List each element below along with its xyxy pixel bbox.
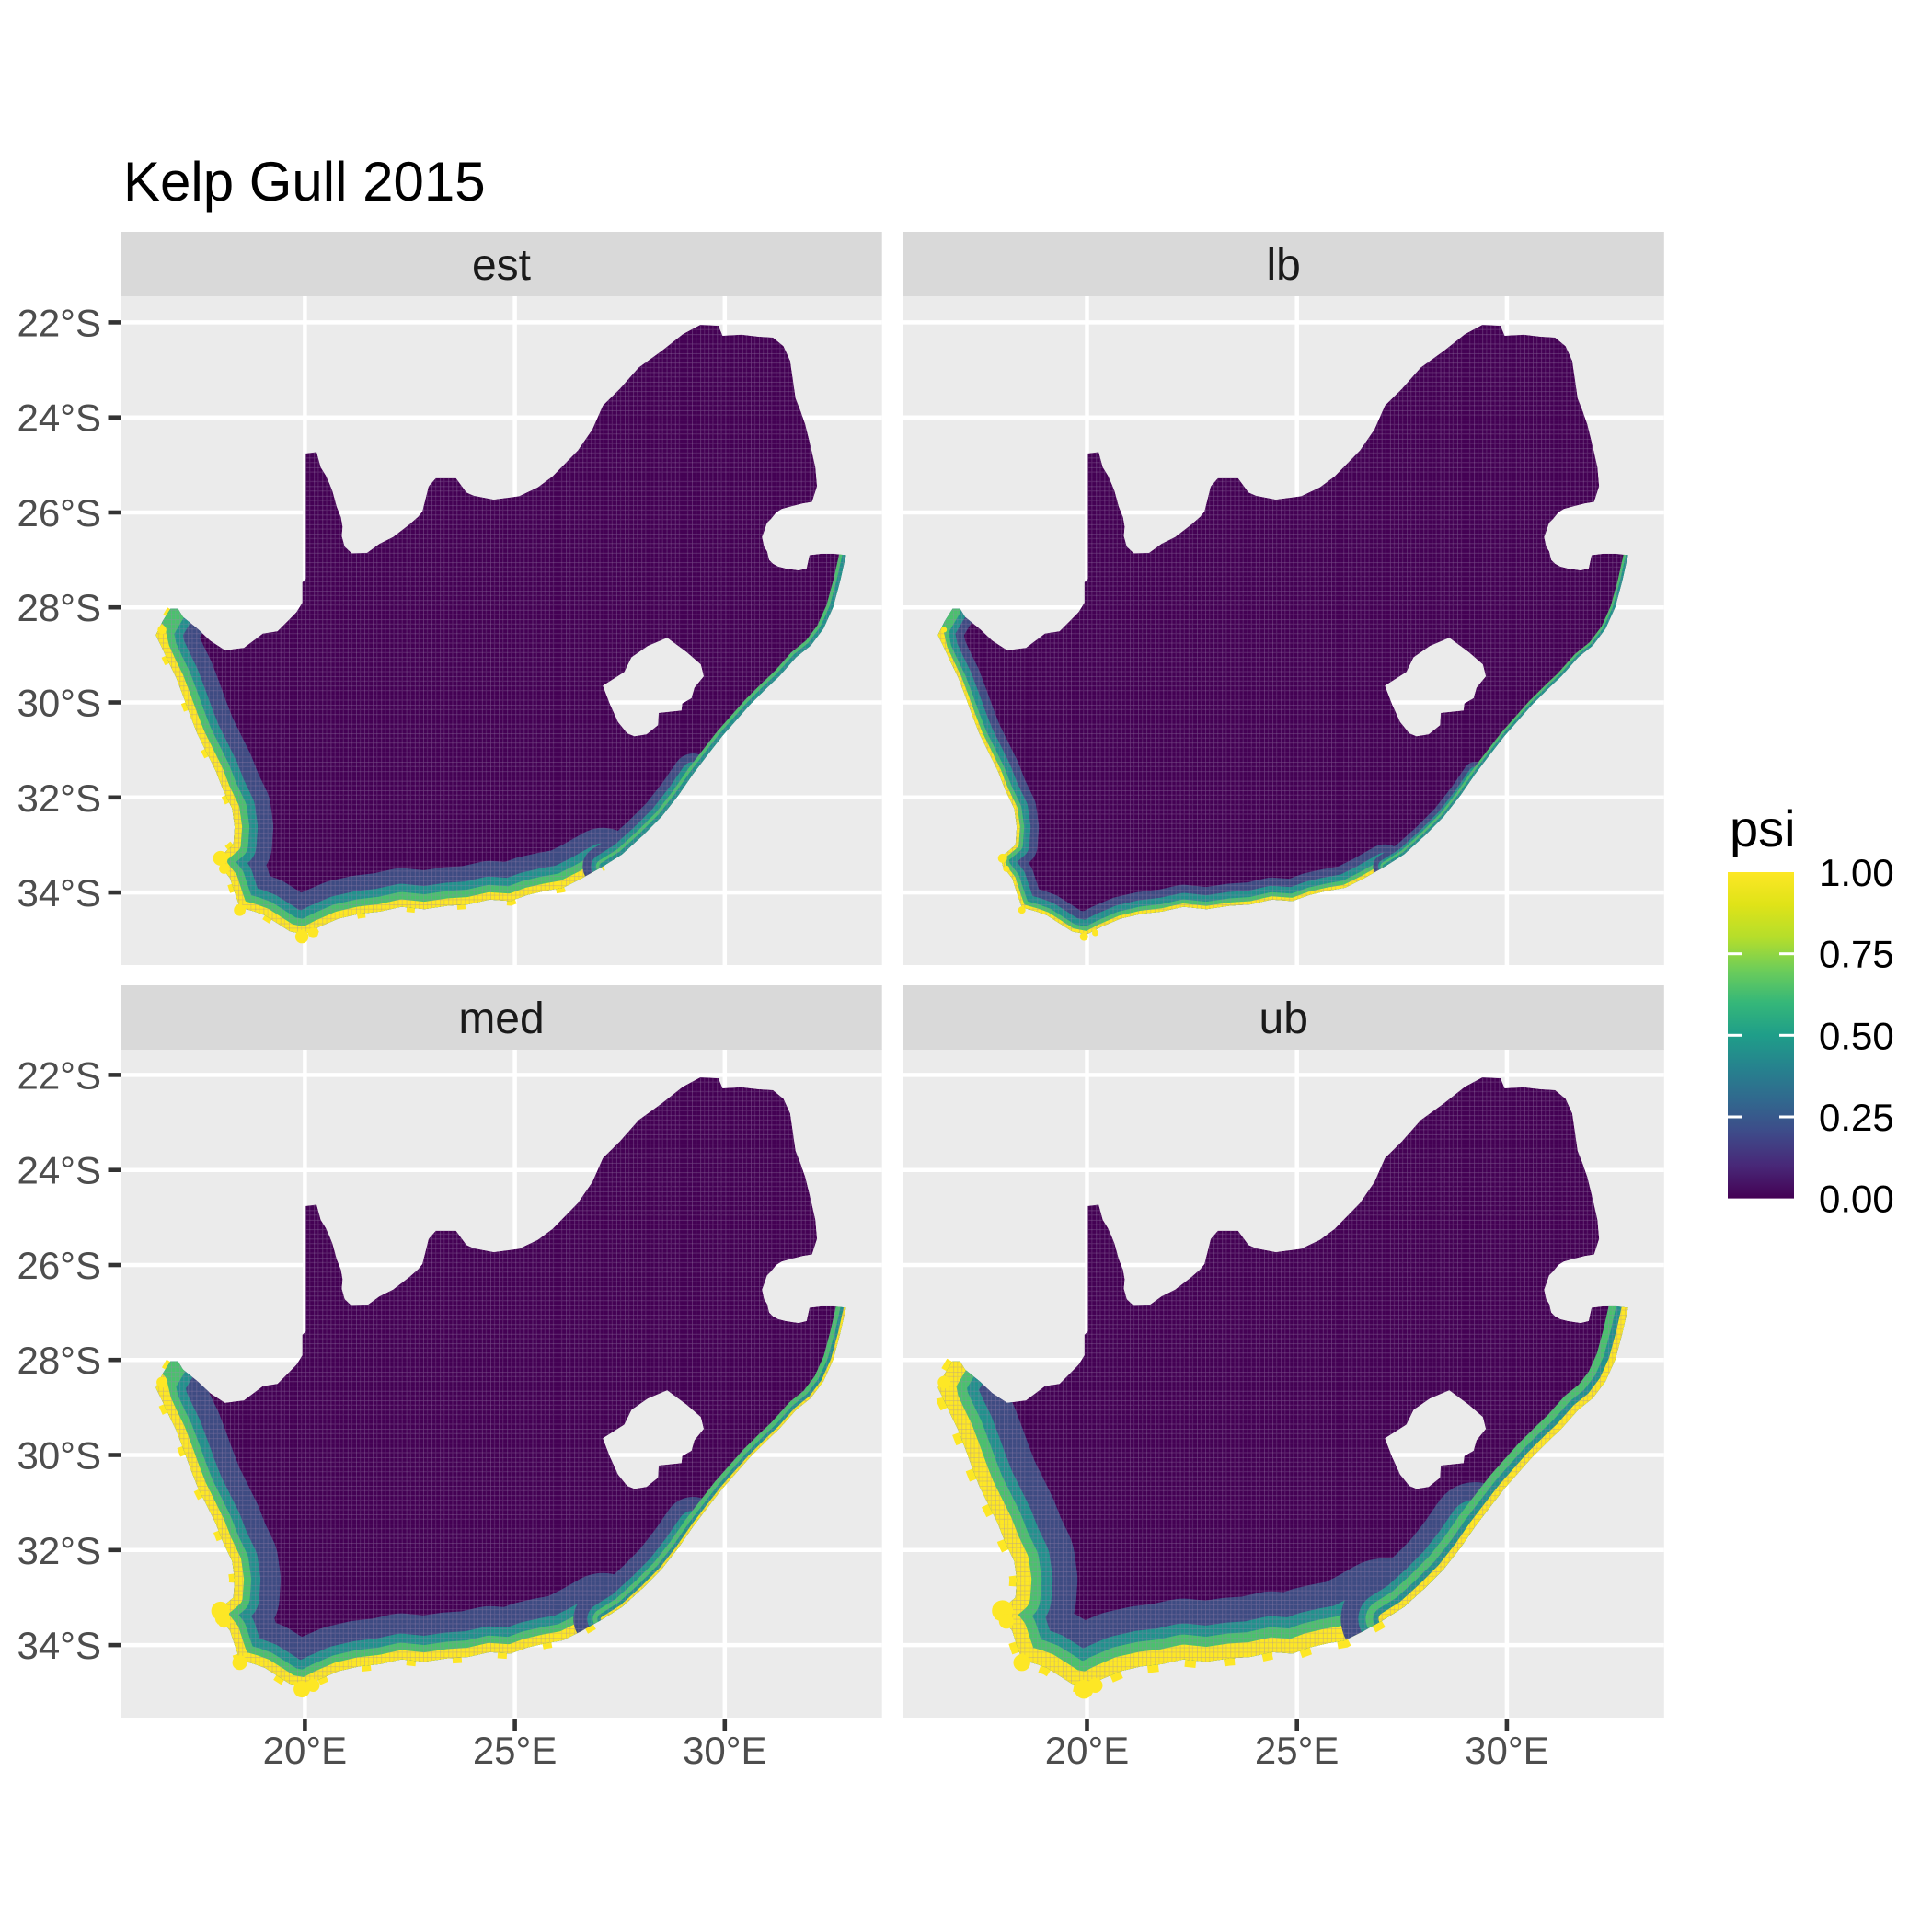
- svg-text:26°S: 26°S: [17, 1244, 101, 1287]
- svg-text:22°S: 22°S: [17, 301, 101, 344]
- svg-text:24°S: 24°S: [17, 1149, 101, 1192]
- svg-text:34°S: 34°S: [17, 1624, 101, 1667]
- svg-text:32°S: 32°S: [17, 1529, 101, 1572]
- svg-text:25°E: 25°E: [1255, 1729, 1340, 1772]
- svg-text:30°E: 30°E: [1465, 1729, 1549, 1772]
- svg-text:psi: psi: [1730, 799, 1796, 857]
- svg-text:20°E: 20°E: [1045, 1729, 1130, 1772]
- svg-text:32°S: 32°S: [17, 776, 101, 820]
- svg-text:34°S: 34°S: [17, 871, 101, 914]
- svg-text:ub: ub: [1259, 995, 1308, 1043]
- svg-text:28°S: 28°S: [17, 586, 101, 629]
- svg-text:26°S: 26°S: [17, 491, 101, 535]
- svg-text:est: est: [472, 241, 531, 290]
- svg-text:30°S: 30°S: [17, 682, 101, 725]
- svg-text:20°E: 20°E: [263, 1729, 348, 1772]
- svg-text:0.25: 0.25: [1819, 1096, 1894, 1139]
- svg-text:med: med: [458, 995, 544, 1043]
- svg-text:Kelp Gull 2015: Kelp Gull 2015: [123, 151, 486, 213]
- svg-text:0.50: 0.50: [1819, 1014, 1894, 1057]
- svg-text:0.00: 0.00: [1819, 1178, 1894, 1221]
- svg-text:28°S: 28°S: [17, 1339, 101, 1382]
- svg-text:24°S: 24°S: [17, 397, 101, 440]
- svg-text:22°S: 22°S: [17, 1053, 101, 1097]
- svg-text:lb: lb: [1267, 241, 1301, 290]
- svg-text:1.00: 1.00: [1819, 851, 1894, 894]
- svg-text:0.75: 0.75: [1819, 933, 1894, 976]
- svg-text:30°E: 30°E: [683, 1729, 767, 1772]
- svg-text:30°S: 30°S: [17, 1434, 101, 1478]
- svg-text:25°E: 25°E: [473, 1729, 558, 1772]
